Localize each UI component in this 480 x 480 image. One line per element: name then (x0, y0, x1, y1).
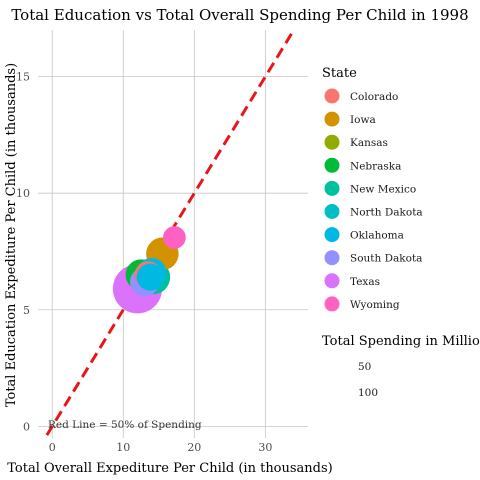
size-legend-key (328, 362, 336, 370)
plot-area: 0 10 20 30 0 5 10 15 Red Line = 50% of Spending (16, 30, 308, 454)
legend-label: Nebraska (350, 160, 401, 172)
size-legend-label: 50 (358, 361, 371, 373)
y-tick-label: 15 (16, 71, 30, 84)
size-legend-key (326, 386, 338, 398)
x-tick-label: 10 (116, 441, 130, 454)
legend-label: Iowa (350, 114, 376, 126)
legend-label: New Mexico (350, 183, 416, 195)
legend-label: North Dakota (350, 207, 423, 219)
legend-key (324, 157, 340, 173)
legend-key (324, 88, 340, 104)
legend-key (324, 250, 340, 266)
x-axis-label: Total Overall Expediture Per Child (in t… (7, 461, 333, 476)
y-tick-label: 10 (16, 187, 30, 200)
legend-key (324, 111, 340, 127)
y-tick-label: 5 (23, 304, 30, 317)
legend-key (324, 227, 340, 243)
y-axis-label: Total Education Expediture Per Child (in… (4, 63, 19, 407)
legend-key (324, 134, 340, 150)
legend-key (324, 204, 340, 219)
legend-key (324, 296, 340, 312)
size-legend-title: Total Spending in Millions (322, 334, 480, 349)
data-point (163, 226, 186, 249)
legend-label: South Dakota (350, 253, 422, 265)
x-tick-label: 20 (187, 441, 201, 454)
legend-key (324, 273, 340, 289)
y-tick-label: 0 (23, 420, 30, 433)
size-legend: 50 100 (326, 361, 378, 399)
legend-label: Texas (350, 276, 380, 288)
color-legend-title: State (322, 66, 357, 81)
legend-label: Oklahoma (350, 230, 404, 242)
legend-label: Colorado (350, 91, 398, 103)
x-tick-label: 0 (49, 441, 56, 454)
legend-key (324, 180, 340, 196)
data-point (136, 263, 164, 291)
reference-line-annotation: Red Line = 50% of Spending (48, 419, 202, 431)
size-legend-label: 100 (358, 387, 378, 399)
legend-label: Wyoming (350, 299, 400, 311)
x-tick-label: 30 (258, 441, 272, 454)
chart-title: Total Education vs Total Overall Spendin… (11, 6, 468, 24)
color-legend: Colorado Iowa Kansas Nebraska New Mexico Nort… (324, 88, 423, 312)
legend-label: Kansas (350, 137, 388, 149)
